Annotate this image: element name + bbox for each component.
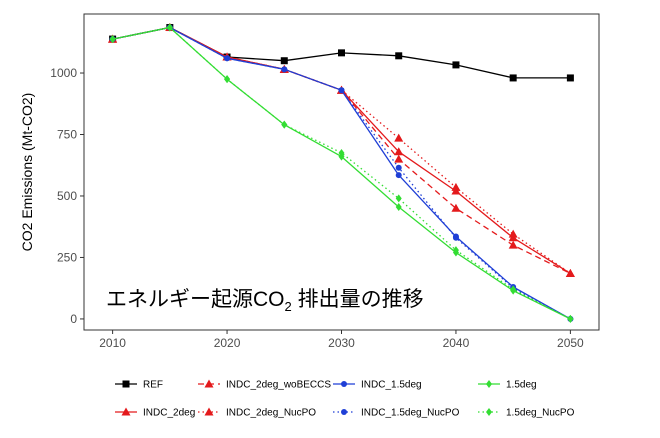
legend-item-indc-1-5deg-nucpo: INDC_1.5deg_NucPO xyxy=(333,408,460,419)
data-point-indc-2deg-nucpo xyxy=(394,133,404,142)
data-point-indc-2deg-wobeccs xyxy=(508,240,518,249)
data-point-indc-2deg-wobeccs xyxy=(451,203,461,212)
legend-label: INDC_1.5deg xyxy=(361,380,422,391)
data-point-1-5deg-nucpo xyxy=(452,246,459,255)
legend-label: INDC_2deg xyxy=(143,408,195,419)
data-point-ref xyxy=(280,57,288,65)
series-line-1-5deg-nucpo xyxy=(112,26,571,320)
data-point-1-5deg-nucpo xyxy=(567,314,574,323)
legend-item-ref: REF xyxy=(115,380,163,391)
legend-key-marker xyxy=(341,381,347,387)
series-1-5deg-nucpo xyxy=(109,23,574,323)
annotation-text: エネルギー起源CO2 排出量の推移 xyxy=(106,288,424,314)
legend-item-indc-2deg: INDC_2deg xyxy=(115,407,195,419)
y-axis-title: CO2 Emissions (Mt-CO2) xyxy=(19,93,35,252)
data-point-ref xyxy=(452,61,460,69)
y-tick-label: 0 xyxy=(70,312,77,326)
data-point-indc-2deg-nucpo xyxy=(565,268,575,277)
legend-label: INDC_1.5deg_NucPO xyxy=(361,408,460,419)
legend-key-marker xyxy=(341,409,347,415)
legend-label: 1.5deg xyxy=(506,380,537,391)
data-point-indc-2deg-nucpo xyxy=(508,229,518,238)
data-point-1-5deg-nucpo xyxy=(224,75,231,84)
data-point-indc-2deg xyxy=(394,147,404,156)
x-tick-label: 2010 xyxy=(99,336,126,350)
data-point-indc-1-5deg-nucpo xyxy=(338,87,345,94)
data-point-1-5deg-nucpo xyxy=(166,23,173,32)
y-tick-label: 500 xyxy=(57,189,77,203)
data-point-1-5deg-nucpo xyxy=(395,194,402,203)
data-point-1-5deg xyxy=(395,203,402,212)
legend-key-marker xyxy=(122,380,130,388)
annotation-main: エネルギー起源CO xyxy=(106,288,285,311)
annotation-subscript: 2 xyxy=(285,299,292,314)
data-point-1-5deg-nucpo xyxy=(510,285,517,294)
legend-key-marker xyxy=(486,408,492,416)
legend-key-marker xyxy=(204,407,214,416)
data-point-indc-2deg-nucpo xyxy=(451,182,461,191)
data-point-1-5deg-nucpo xyxy=(338,148,345,157)
plot-panel xyxy=(83,13,600,331)
data-point-ref xyxy=(509,74,517,82)
series-line-indc-2deg-nucpo xyxy=(112,26,571,274)
data-point-1-5deg-nucpo xyxy=(281,120,288,129)
legend-key-marker xyxy=(121,407,131,416)
y-tick-label: 750 xyxy=(57,127,77,141)
data-point-1-5deg-nucpo xyxy=(109,35,116,44)
y-tick-label: 1000 xyxy=(50,66,77,80)
legend-item-indc-2deg-nucpo: INDC_2deg_NucPO xyxy=(198,407,316,419)
data-point-indc-1-5deg-nucpo xyxy=(224,55,231,62)
legend-item-1-5deg: 1.5deg xyxy=(478,380,537,391)
legend-label: INDC_2deg_NucPO xyxy=(226,408,316,419)
annotation-suffix: 排出量の推移 xyxy=(292,288,424,311)
legend-item-1-5deg-nucpo: 1.5deg_NucPO xyxy=(478,408,575,419)
data-point-indc-1-5deg xyxy=(395,172,402,179)
data-point-indc-1-5deg-nucpo xyxy=(452,234,459,241)
data-point-ref xyxy=(395,52,403,60)
x-tick-label: 2030 xyxy=(328,336,355,350)
legend-label: 1.5deg_NucPO xyxy=(506,408,575,419)
legend-item-indc-2deg-wobeccs: INDC_2deg_woBECCS xyxy=(198,379,331,391)
y-tick-label: 250 xyxy=(57,250,77,264)
series-group xyxy=(108,23,575,323)
x-tick-label: 2050 xyxy=(557,336,584,350)
legend-key-marker xyxy=(486,380,492,388)
data-point-ref xyxy=(338,49,345,57)
legend-key-marker xyxy=(204,379,214,388)
data-point-indc-2deg-wobeccs xyxy=(394,154,404,163)
data-point-indc-1-5deg-nucpo xyxy=(395,164,402,171)
x-tick-label: 2020 xyxy=(214,336,241,350)
legend-item-indc-1-5deg: INDC_1.5deg xyxy=(333,380,422,391)
legend-label: REF xyxy=(143,380,163,391)
legend-label: INDC_2deg_woBECCS xyxy=(226,380,331,391)
data-point-ref xyxy=(566,74,574,82)
x-tick-label: 2040 xyxy=(443,336,470,350)
axes-group: 2010 2020 2030 2040 2050 0 250 500 750 1000 xyxy=(50,66,584,350)
data-point-indc-1-5deg-nucpo xyxy=(281,66,288,73)
legend: REF INDC_2deg INDC_2deg_woBECCS INDC_2deg_N… xyxy=(115,379,575,419)
